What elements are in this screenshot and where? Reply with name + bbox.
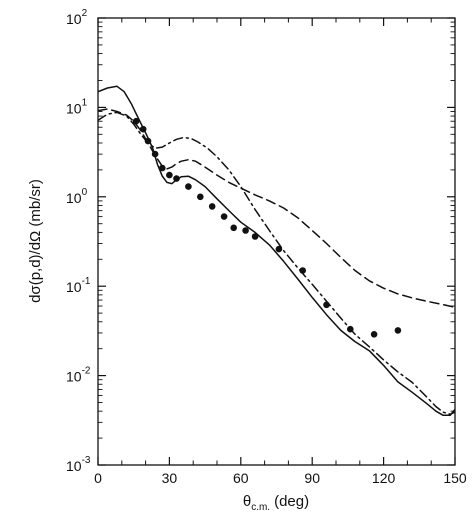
data-point: [139, 125, 147, 133]
data-point: [166, 171, 173, 179]
x-axis-label-subscript: c.m.: [251, 502, 270, 513]
x-tick-label: 60: [233, 470, 249, 486]
x-axis-label: θc.m. (deg): [243, 493, 309, 513]
y-tick-label-exponent: 2: [82, 8, 88, 19]
y-tick-label-base: 10: [66, 11, 82, 27]
x-tick-labels: 0 30 60 90 120 150: [94, 470, 467, 486]
data-point: [275, 245, 283, 253]
x-tick-label: 120: [372, 470, 396, 486]
y-tick-label: 10-3: [66, 455, 91, 474]
x-tick-label: 150: [443, 470, 467, 486]
data-point: [132, 117, 140, 125]
data-point: [144, 137, 152, 145]
y-tick-label-base: 10: [66, 369, 82, 385]
plot-points: [132, 117, 402, 338]
y-tick-label-exponent: -1: [82, 276, 91, 287]
axis-ticks: [97, 17, 456, 466]
x-tick-label: 0: [94, 470, 102, 486]
y-tick-label-base: 10: [66, 279, 82, 295]
x-tick-label: 30: [162, 470, 178, 486]
data-point: [242, 227, 249, 234]
y-tick-label: 101: [66, 97, 88, 116]
data-point: [251, 233, 259, 240]
data-point: [185, 183, 192, 190]
plot-frame: [97, 17, 456, 466]
y-tick-label-base: 10: [66, 100, 82, 116]
y-tick-label: 102: [66, 8, 88, 27]
data-point: [208, 203, 216, 210]
y-tick-label: 10-2: [66, 366, 91, 385]
series-line-solid: [98, 85, 455, 417]
y-axis-label: dσ(p,d)/dΩ (mb/sr): [27, 179, 44, 303]
y-tick-label: 10-1: [66, 276, 91, 295]
y-tick-label-base: 10: [66, 190, 82, 206]
y-tick-label: 100: [66, 187, 88, 206]
data-point: [347, 325, 354, 333]
y-tick-label-exponent: 1: [82, 97, 88, 108]
series-line-dashed: [98, 108, 455, 309]
data-point: [173, 175, 180, 182]
data-point: [323, 301, 330, 309]
data-point: [370, 331, 378, 338]
data-point: [394, 327, 402, 334]
data-point: [159, 164, 166, 172]
data-point: [299, 267, 307, 274]
data-point: [230, 224, 237, 232]
y-tick-label-exponent: -3: [82, 455, 91, 466]
x-axis-label-unit: (deg): [274, 493, 309, 510]
y-tick-label-exponent: 0: [82, 187, 88, 198]
y-tick-label-base: 10: [66, 458, 82, 474]
data-point: [151, 150, 159, 158]
x-tick-label: 90: [304, 470, 320, 486]
y-tick-label-exponent: -2: [82, 366, 91, 377]
series-line-dash-dot: [98, 111, 455, 415]
data-point: [197, 193, 204, 201]
data-point: [220, 213, 228, 220]
